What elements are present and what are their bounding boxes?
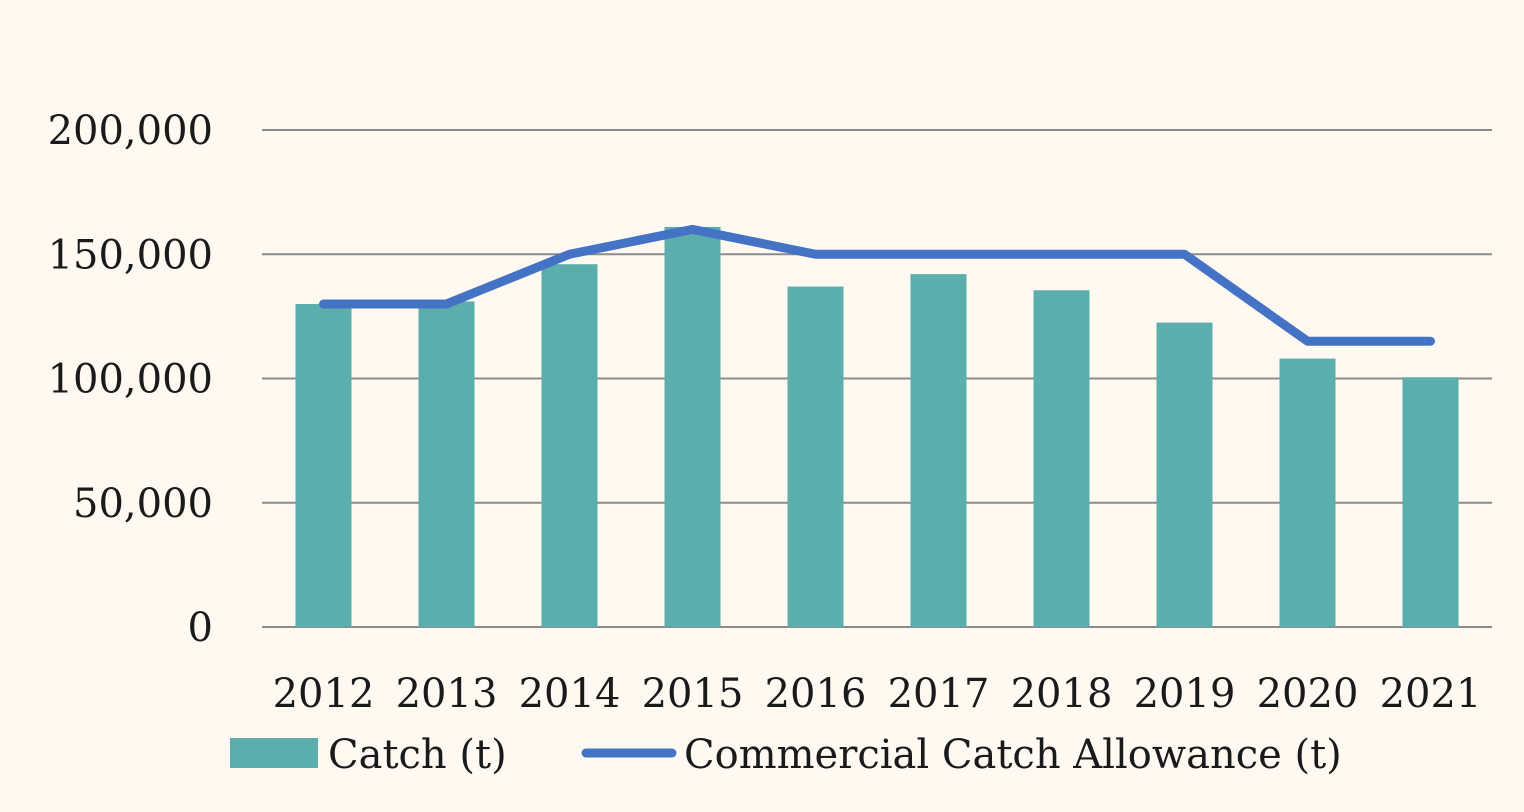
legend-label-allowance: Commercial Catch Allowance (t) — [684, 732, 1342, 778]
catch-bar — [418, 301, 475, 627]
catch-bar — [295, 303, 352, 627]
x-tick-label: 2013 — [396, 671, 498, 717]
x-tick-label: 2018 — [1011, 671, 1113, 717]
x-tick-label: 2014 — [519, 671, 621, 717]
catch-bar — [664, 226, 721, 628]
x-axis-tick-labels: 2012 2013 2014 2015 2016 2017 2018 2019 2020 2021 — [273, 671, 1482, 717]
y-tick-label: 100,000 — [48, 357, 213, 403]
catch-bars — [295, 226, 1459, 628]
y-axis-tick-labels: 0 50,000 100,000 150,000 200,000 — [48, 108, 213, 651]
y-tick-label: 150,000 — [48, 232, 213, 278]
legend-label-catch: Catch (t) — [328, 732, 507, 778]
y-tick-label: 200,000 — [48, 108, 213, 154]
catch-bar — [1033, 290, 1090, 627]
y-tick-label: 50,000 — [73, 481, 213, 527]
x-tick-label: 2012 — [273, 671, 375, 717]
x-tick-label: 2021 — [1380, 671, 1482, 717]
allowance-line-series — [319, 224, 1435, 346]
x-tick-label: 2016 — [765, 671, 867, 717]
legend: Catch (t) Commercial Catch Allowance (t) — [230, 732, 1342, 778]
y-tick-label: 0 — [188, 605, 213, 651]
x-tick-label: 2017 — [888, 671, 990, 717]
x-tick-label: 2019 — [1134, 671, 1236, 717]
allowance-line — [319, 224, 1435, 346]
x-tick-label: 2020 — [1257, 671, 1359, 717]
catch-bar — [541, 264, 598, 627]
catch-bar — [1156, 322, 1213, 627]
catch-bar — [1402, 377, 1459, 627]
catch-bar — [787, 286, 844, 627]
catch-bar — [910, 274, 967, 627]
legend-swatch-catch — [230, 738, 318, 768]
catch-bar — [1279, 358, 1336, 627]
x-tick-label: 2015 — [642, 671, 744, 717]
